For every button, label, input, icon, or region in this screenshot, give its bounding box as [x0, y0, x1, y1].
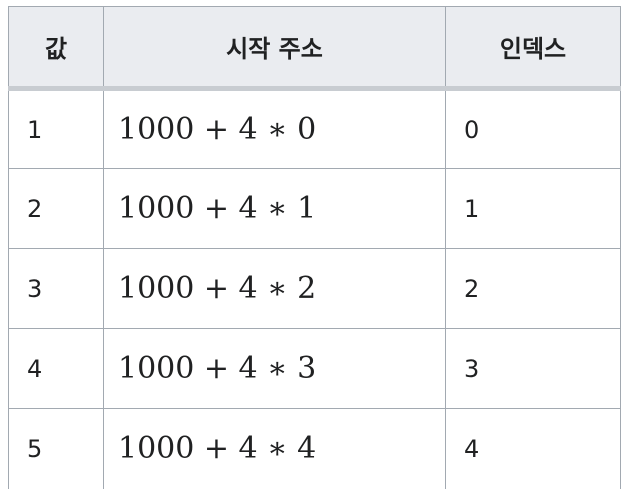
cell-start-address: 1000 + 4 ∗ 0: [103, 88, 446, 169]
cell-index: 3: [445, 328, 621, 409]
cell-start-address: 1000 + 4 ∗ 4: [103, 408, 446, 489]
cell-index: 4: [445, 408, 621, 489]
cell-value: 2: [8, 168, 104, 249]
cell-index: 0: [445, 88, 621, 169]
cell-start-address: 1000 + 4 ∗ 2: [103, 248, 446, 329]
array-address-table: 값 시작 주소 인덱스 1 1000 + 4 ∗ 0 0 2 1000 + 4 …: [8, 6, 621, 489]
cell-value: 5: [8, 408, 104, 489]
column-header-value[interactable]: 값: [8, 6, 104, 91]
cell-index: 1: [445, 168, 621, 249]
column-header-index[interactable]: 인덱스: [445, 6, 621, 91]
cell-index: 2: [445, 248, 621, 329]
table-row: 4 1000 + 4 ∗ 3 3: [8, 328, 621, 409]
column-header-start-address[interactable]: 시작 주소: [103, 6, 446, 91]
cell-value: 1: [8, 88, 104, 169]
table-row: 2 1000 + 4 ∗ 1 1: [8, 168, 621, 249]
cell-value: 3: [8, 248, 104, 329]
cell-start-address: 1000 + 4 ∗ 3: [103, 328, 446, 409]
cell-value: 4: [8, 328, 104, 409]
table-row: 1 1000 + 4 ∗ 0 0: [8, 88, 621, 169]
table-row: 5 1000 + 4 ∗ 4 4: [8, 408, 621, 489]
cell-start-address: 1000 + 4 ∗ 1: [103, 168, 446, 249]
array-address-table-container: 값 시작 주소 인덱스 1 1000 + 4 ∗ 0 0 2 1000 + 4 …: [8, 6, 621, 492]
table-row: 3 1000 + 4 ∗ 2 2: [8, 248, 621, 329]
table-header-row: 값 시작 주소 인덱스: [8, 6, 621, 91]
